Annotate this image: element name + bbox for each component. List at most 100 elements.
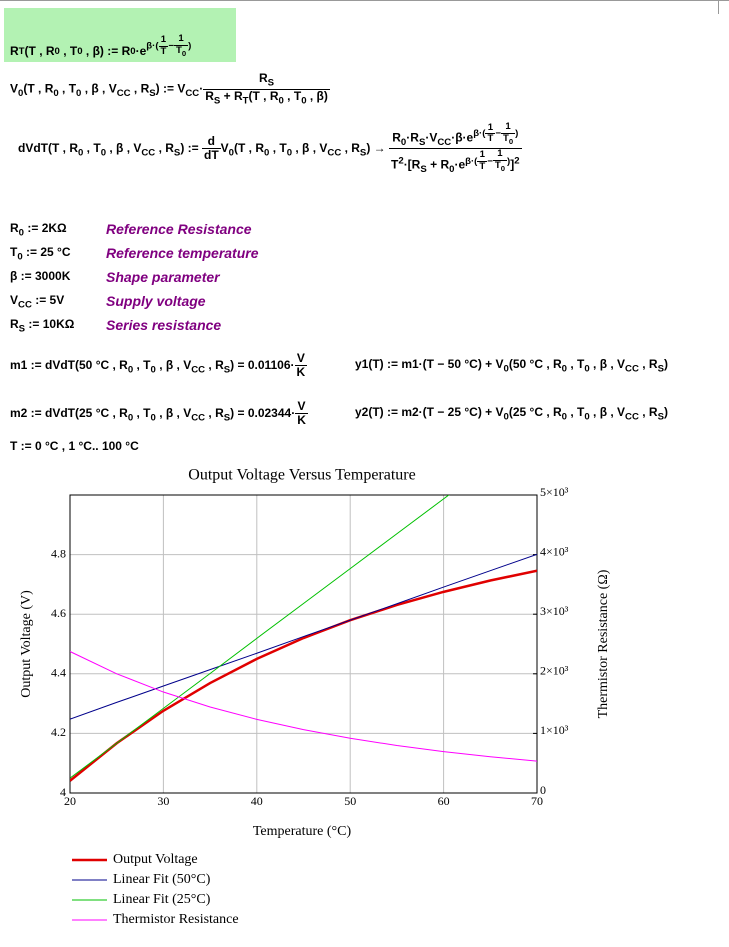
subscript: CC [191, 412, 206, 424]
math-text: ) → [366, 141, 389, 156]
subscript: 0 [584, 363, 590, 375]
math-text: T [391, 157, 399, 172]
math-text: 1 [497, 148, 503, 160]
superscript: β·(1 T −1 T0) [146, 33, 191, 58]
y2-tick-label: 4×10³ [540, 544, 569, 558]
math-region: T := 0 °C , 1 °C.. 100 °C [10, 439, 139, 453]
subscript: 0 [584, 411, 590, 423]
fraction: RS RS + RT(T , R0 , T0 , β) [203, 71, 330, 107]
denominator: T [477, 160, 487, 173]
subscript: S [418, 136, 426, 148]
subscript: 0 [127, 364, 134, 376]
subscript: CC [141, 147, 156, 159]
math-text: (50 °C , R [508, 357, 562, 371]
denominator: K [295, 366, 308, 379]
subscript: 0 [503, 363, 509, 375]
y2-tick-label: 1×10³ [540, 723, 569, 737]
math-text: R [392, 130, 401, 145]
math-text: K [296, 365, 306, 380]
plot-area [70, 495, 537, 782]
y2-tick-label: 0 [540, 783, 546, 797]
math-text: , T [133, 357, 151, 372]
numerator: R0·RS·VCC·β·eβ·(1 T −1 T0) [389, 121, 522, 150]
denominator: T0 [493, 159, 507, 173]
denominator: T [485, 134, 495, 145]
y-axis-label: Output Voltage (V) [19, 590, 34, 698]
comment: Supply voltage [106, 293, 206, 309]
numerator: 1 [477, 150, 488, 162]
subscript: 0 [561, 363, 568, 375]
math-region: y1(T) := m1·(T − 50 °C) + V0(50 °C , R0 … [355, 357, 668, 375]
comment: Reference temperature [106, 245, 259, 261]
numerator: 1 [174, 33, 189, 46]
y2-tick-label: 2×10³ [540, 664, 569, 678]
x-tick-label: 20 [64, 794, 76, 808]
subscript: 0 [449, 164, 455, 176]
subscript: 0 [130, 46, 136, 58]
math-text: , β) [306, 88, 328, 103]
math-text: R [205, 88, 214, 103]
math-text: V [10, 293, 19, 307]
subscript: S [359, 147, 367, 159]
math-text: V [297, 399, 306, 413]
subscript: S [149, 88, 156, 99]
y2-axis-label: Thermistor Resistance (Ω) [596, 569, 611, 718]
math-text: T [479, 160, 486, 172]
numerator: 1 [158, 34, 169, 47]
math-text: , β , V [292, 141, 328, 156]
subscript: 0 [278, 95, 284, 107]
series-line [70, 569, 537, 782]
subscript: S [223, 412, 231, 424]
subscript: 0 [17, 251, 23, 263]
math-text: , β , V [589, 405, 626, 419]
y-tick-label: 4.4 [51, 666, 66, 680]
math-text: V [10, 81, 19, 96]
subscript: 0 [78, 147, 84, 159]
math-text: (T , R [23, 81, 54, 96]
math-text: ) = 0.02344· [230, 405, 296, 420]
series-line [70, 553, 537, 720]
math-text: 1 [487, 121, 494, 133]
x-axis-label: Temperature (°C) [253, 824, 352, 839]
math-region: VCC := 5V [10, 293, 64, 311]
math-text: ) [515, 128, 519, 140]
subscript: S [173, 147, 181, 159]
chart-title: Output Voltage Versus Temperature [188, 467, 415, 484]
math-text: , R [638, 357, 658, 371]
denominator: T0 [501, 132, 515, 146]
math-text: − [495, 128, 501, 140]
math-text: R [258, 71, 268, 85]
denominator: T [159, 46, 169, 58]
denominator: RS + RT(T , R0 , T0 , β) [203, 88, 330, 107]
page-border [0, 0, 729, 1]
math-text: · [199, 81, 204, 96]
page-marker [718, 0, 719, 14]
math-text: , T [59, 43, 78, 58]
math-text: T [502, 132, 509, 144]
subscript: 0 [286, 147, 293, 159]
math-text: R [10, 221, 19, 235]
math-region: V0(T , R0 , T0 , β , VCC , RS) := VCC· RS… [10, 71, 330, 107]
subscript: S [267, 77, 275, 89]
math-text: 1 [178, 33, 184, 45]
math-region: m2 := dVdT(25 °C , R0 , T0 , β , VCC , R… [10, 399, 308, 427]
subscript: 0 [503, 411, 509, 423]
subscript: 0 [53, 88, 59, 99]
subscript: 0 [127, 412, 134, 424]
subscript: CC [18, 299, 32, 311]
math-text: β := 3000K [10, 269, 71, 283]
math-text: T [494, 159, 501, 171]
math-text: , T [283, 88, 302, 103]
math-text: ) = 0.01106· [230, 357, 295, 372]
legend-label: Thermistor Resistance [113, 912, 239, 927]
math-text: , R [205, 405, 224, 420]
math-text: dVdT(T , R [18, 141, 78, 156]
math-text: , T [133, 405, 151, 420]
y2-tick-label: 3×10³ [540, 604, 569, 618]
subscript: CC [625, 411, 639, 423]
math-text: ·β·e [451, 130, 474, 145]
